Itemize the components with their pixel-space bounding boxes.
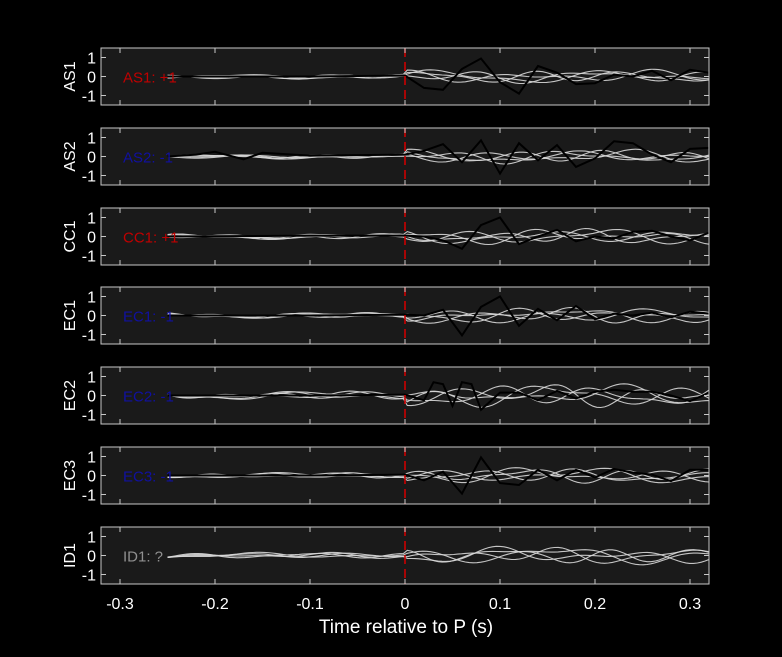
trace-stack-2 [167,545,709,564]
y-tick-label: 0 [87,549,96,566]
polarity-label: EC2: -1 [123,389,174,406]
x-tick-label: 0.2 [584,596,606,613]
station-label: EC2 [62,380,79,411]
station-label: AS1 [62,61,79,91]
x-tick-label: -0.3 [106,596,134,613]
x-tick-label: -0.2 [201,596,229,613]
y-tick-label: -1 [82,89,96,106]
x-axis: -0.3 -0.2 -0.1 0 0.1 0.2 0.3 [106,596,701,613]
trace-stack-2 [167,148,709,163]
y-tick-label: -1 [82,169,96,186]
trace-stack-3 [167,546,709,564]
y-tick-label: -1 [82,488,96,505]
polarity-label: EC1: -1 [123,309,174,326]
y-tick-label: -1 [82,249,96,266]
trace-stack-3 [167,71,709,85]
y-tick-label: 1 [87,370,96,387]
trace-stack-1 [167,549,709,566]
y-tick-label: 0 [87,230,96,247]
polarity-label: ID1: ? [123,549,163,566]
x-tick-label: 0 [401,596,410,613]
station-label: EC1 [62,300,79,331]
station-label: EC3 [62,460,79,491]
trace-stack-1 [167,383,709,407]
y-tick-label: -1 [82,568,96,585]
y-tick-label: 0 [87,70,96,87]
y-tick-label: 1 [87,131,96,148]
trace-reference [167,216,709,251]
trace-stack-4 [167,149,709,162]
x-tick-label: 0.3 [679,596,701,613]
trace-stack-4 [167,549,709,564]
polarity-label: AS1: +1 [123,70,177,87]
trace-stack-4 [167,469,709,484]
y-tick-label: 1 [87,530,96,547]
x-tick-label: -0.1 [296,596,324,613]
trace-stack-2 [167,467,709,484]
y-tick-label: 0 [87,389,96,406]
y-tick-label: 1 [87,450,96,467]
trace-area [167,545,709,566]
y-tick-label: 1 [87,290,96,307]
trace-area [167,381,709,412]
x-axis-label: Time relative to P (s) [319,617,493,638]
trace-reference [167,295,709,338]
x-tick-label: 0.1 [489,596,511,613]
station-label: AS2 [62,141,79,171]
y-tick-label: 0 [87,309,96,326]
y-tick-label: -1 [82,408,96,425]
trace-reference [167,455,709,496]
trace-area [167,216,709,251]
trace-reference [167,57,709,95]
trace-reference [167,381,709,412]
y-tick-label: 0 [87,150,96,167]
trace-area [167,57,709,95]
polarity-label: EC3: -1 [123,469,174,486]
y-tick-label: 1 [87,211,96,228]
trace-area [167,138,709,176]
polarity-label: AS2: -1 [123,150,173,167]
station-label: CC1 [62,220,79,252]
trace-area [167,455,709,496]
polarity-label: CC1: +1 [123,230,178,247]
y-tick-label: 1 [87,51,96,68]
y-tick-label: 0 [87,469,96,486]
station-label: ID1 [62,543,79,568]
y-tick-label: -1 [82,328,96,345]
trace-reference [167,138,709,176]
trace-area [167,295,709,338]
